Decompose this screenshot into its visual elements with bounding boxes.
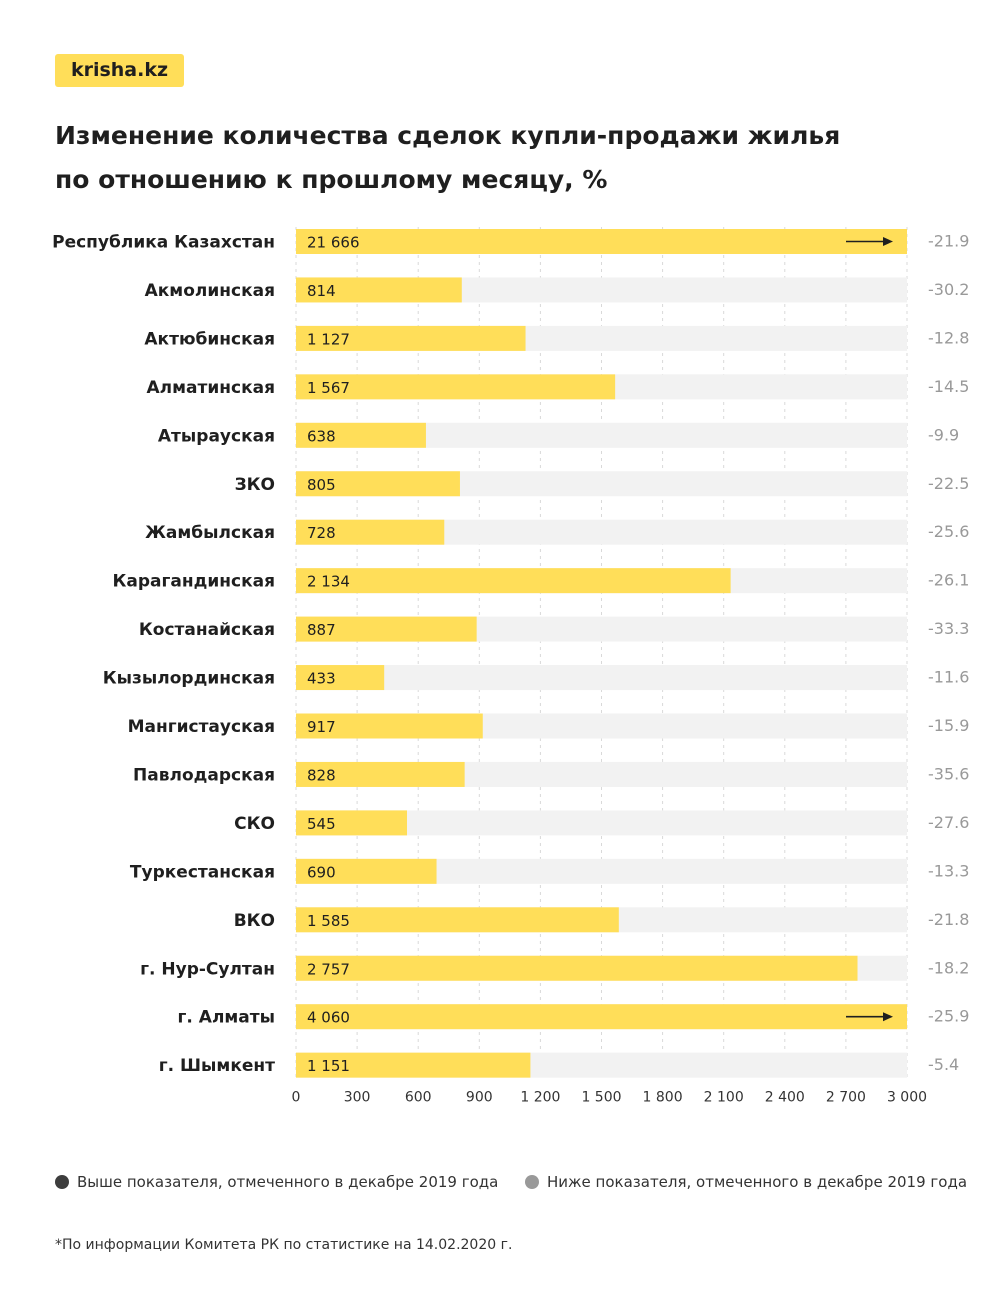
brand-logo[interactable]: krisha.kz bbox=[55, 54, 184, 87]
x-tick-label: 2 700 bbox=[826, 1090, 866, 1106]
value-label: 545 bbox=[307, 815, 336, 833]
category-label: Жамбылская bbox=[145, 523, 275, 543]
category-label: г. Нур-Султан bbox=[140, 959, 275, 979]
bar bbox=[296, 616, 477, 642]
value-label: 2 134 bbox=[307, 573, 350, 591]
legend: Выше показателя, отмеченного в декабре 2… bbox=[55, 1172, 985, 1192]
legend-item-below: Ниже показателя, отмеченного в декабре 2… bbox=[525, 1172, 967, 1192]
legend-dot-above-icon bbox=[55, 1175, 69, 1189]
category-label: ВКО bbox=[234, 911, 275, 931]
change-label: -33.3 bbox=[928, 619, 969, 638]
category-label: Туркестанская bbox=[130, 862, 275, 882]
value-label: 690 bbox=[307, 863, 336, 881]
x-tick-label: 3 000 bbox=[887, 1090, 927, 1106]
overflow-arrow-head-icon bbox=[883, 1012, 893, 1022]
bar bbox=[296, 858, 437, 884]
value-label: 21 666 bbox=[307, 234, 360, 252]
value-label: 805 bbox=[307, 476, 336, 494]
bar bbox=[296, 713, 483, 739]
bar bbox=[296, 665, 385, 691]
change-label: -35.6 bbox=[928, 764, 969, 783]
change-label: -25.6 bbox=[928, 522, 969, 541]
value-label: 638 bbox=[307, 427, 336, 445]
change-label: -15.9 bbox=[928, 716, 969, 735]
bar bbox=[296, 907, 619, 933]
category-label: ЗКО bbox=[235, 475, 275, 495]
x-tick-label: 1 800 bbox=[643, 1090, 683, 1106]
change-label: -25.9 bbox=[928, 1007, 969, 1026]
value-label: 1 127 bbox=[307, 330, 350, 348]
change-label: -27.6 bbox=[928, 813, 969, 832]
title-line-2: по отношению к прошлому месяцу, % bbox=[55, 165, 608, 194]
bar bbox=[296, 471, 460, 497]
change-label: -9.9 bbox=[928, 425, 959, 444]
value-label: 4 060 bbox=[307, 1009, 350, 1027]
category-label: Атырауская bbox=[158, 426, 275, 446]
category-label: Павлодарская bbox=[133, 765, 275, 785]
category-label: Акмолинская bbox=[145, 281, 275, 301]
change-label: -13.3 bbox=[928, 861, 969, 880]
bar bbox=[296, 568, 731, 594]
x-tick-label: 2 400 bbox=[765, 1090, 805, 1106]
value-label: 917 bbox=[307, 718, 336, 736]
value-label: 1 151 bbox=[307, 1057, 350, 1075]
category-label: Республика Казахстан bbox=[52, 233, 275, 253]
x-tick-label: 600 bbox=[405, 1090, 432, 1106]
bar bbox=[296, 1052, 531, 1078]
value-label: 887 bbox=[307, 621, 336, 639]
value-label: 1 585 bbox=[307, 912, 350, 930]
change-label: -21.8 bbox=[928, 910, 969, 929]
bar bbox=[296, 761, 465, 787]
bar bbox=[296, 277, 462, 303]
legend-dot-below-icon bbox=[525, 1175, 539, 1189]
value-label: 728 bbox=[307, 524, 336, 542]
bar-track bbox=[296, 665, 907, 691]
bar bbox=[296, 1004, 907, 1030]
bar bbox=[296, 955, 858, 981]
category-label: г. Шымкент bbox=[159, 1056, 275, 1076]
bar bbox=[296, 519, 445, 545]
category-label: Мангистауская bbox=[128, 717, 275, 737]
category-label: Алматинская bbox=[147, 378, 276, 398]
category-label: СКО bbox=[234, 814, 275, 834]
category-label: Карагандинская bbox=[113, 572, 276, 592]
x-tick-label: 1 200 bbox=[520, 1090, 560, 1106]
category-label: Костанайская bbox=[139, 620, 275, 640]
change-label: -30.2 bbox=[928, 280, 969, 299]
change-label: -5.4 bbox=[928, 1055, 959, 1074]
x-tick-label: 1 500 bbox=[581, 1090, 621, 1106]
bar-chart: Республика Казахстан 21 666 -21.9 Акмолинск… bbox=[52, 227, 969, 1106]
bar bbox=[296, 374, 616, 400]
title-line-1: Изменение количества сделок купли-продаж… bbox=[55, 121, 841, 150]
value-label: 2 757 bbox=[307, 960, 350, 978]
legend-label-below: Ниже показателя, отмеченного в декабре 2… bbox=[547, 1173, 968, 1191]
change-label: -21.9 bbox=[928, 232, 969, 251]
x-tick-label: 900 bbox=[466, 1090, 493, 1106]
change-label: -26.1 bbox=[928, 571, 969, 590]
x-tick-label: 2 100 bbox=[704, 1090, 744, 1106]
value-label: 1 567 bbox=[307, 379, 350, 397]
change-label: -11.6 bbox=[928, 668, 969, 687]
value-label: 433 bbox=[307, 670, 336, 688]
x-tick-label: 300 bbox=[344, 1090, 371, 1106]
legend-label-above: Выше показателя, отмеченного в декабре 2… bbox=[77, 1173, 499, 1191]
category-label: Кызылординская bbox=[103, 669, 275, 689]
overflow-arrow-head-icon bbox=[883, 237, 893, 246]
page-title: Изменение количества сделок купли-продаж… bbox=[55, 114, 955, 202]
category-label: Актюбинская bbox=[144, 329, 275, 349]
bar bbox=[296, 325, 526, 351]
value-label: 828 bbox=[307, 766, 336, 784]
category-label: г. Алматы bbox=[178, 1008, 275, 1028]
legend-item-above: Выше показателя, отмеченного в декабре 2… bbox=[55, 1172, 498, 1192]
x-tick-label: 0 bbox=[292, 1090, 301, 1106]
change-label: -12.8 bbox=[928, 328, 969, 347]
change-label: -22.5 bbox=[928, 474, 969, 493]
change-label: -14.5 bbox=[928, 377, 969, 396]
bar bbox=[296, 422, 426, 448]
footnote: *По информации Комитета РК по статистике… bbox=[55, 1237, 513, 1253]
change-label: -18.2 bbox=[928, 958, 969, 977]
value-label: 814 bbox=[307, 282, 336, 300]
bar bbox=[296, 229, 907, 254]
bar bbox=[296, 810, 407, 836]
